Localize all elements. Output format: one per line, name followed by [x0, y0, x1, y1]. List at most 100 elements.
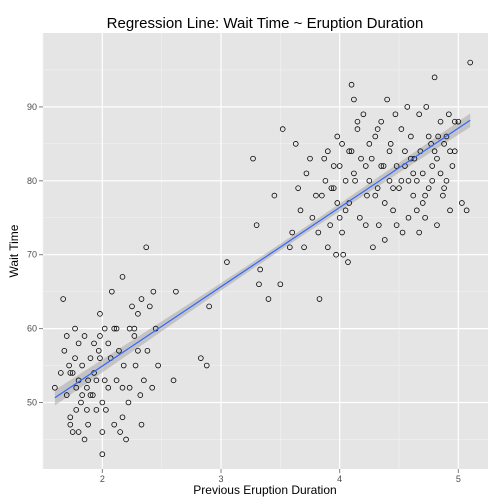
data-point	[99, 451, 106, 458]
data-point	[381, 237, 388, 243]
data-point	[321, 155, 328, 162]
data-point	[322, 177, 329, 184]
data-point	[351, 170, 357, 177]
data-point	[408, 133, 414, 140]
data-point	[374, 185, 381, 191]
y-tick-label: 80	[27, 176, 37, 186]
data-point	[334, 200, 341, 206]
data-point	[84, 384, 90, 391]
data-point	[119, 414, 126, 421]
data-point	[381, 200, 388, 206]
data-point	[336, 163, 343, 169]
data-point	[364, 192, 370, 199]
x-axis-ticks: 2 3 4 5	[100, 469, 461, 484]
data-point	[81, 436, 88, 443]
data-point	[206, 303, 212, 310]
data-point	[135, 347, 141, 354]
data-point	[52, 384, 58, 391]
data-point	[447, 207, 453, 214]
data-point	[69, 429, 76, 435]
data-point	[441, 141, 447, 147]
data-point	[413, 207, 420, 214]
data-point	[141, 377, 147, 384]
data-point	[119, 384, 126, 391]
data-point	[97, 311, 103, 317]
data-point	[463, 207, 470, 214]
data-point	[372, 192, 379, 199]
data-point	[75, 340, 82, 347]
data-point	[67, 414, 74, 421]
data-point	[297, 207, 304, 214]
data-point	[354, 118, 361, 125]
data-point	[99, 399, 106, 406]
data-point	[451, 148, 458, 155]
data-point	[416, 229, 422, 236]
data-point	[79, 392, 85, 398]
data-point	[443, 177, 450, 184]
data-point	[410, 170, 417, 177]
data-point	[327, 222, 333, 228]
data-point	[224, 259, 230, 265]
data-point	[78, 399, 84, 406]
data-point	[390, 207, 396, 214]
data-point	[429, 163, 436, 169]
data-point	[398, 126, 405, 132]
data-point	[390, 185, 396, 191]
data-point	[334, 133, 341, 140]
data-point	[333, 251, 339, 258]
data-point	[309, 214, 316, 221]
data-point	[99, 429, 106, 435]
data-point	[405, 214, 412, 221]
data-point	[360, 111, 367, 118]
data-point	[316, 296, 323, 302]
data-point	[287, 244, 293, 251]
data-point	[109, 288, 115, 295]
data-point	[101, 377, 108, 384]
data-point	[113, 325, 120, 332]
data-point	[57, 370, 64, 376]
data-point	[147, 303, 153, 310]
data-point	[339, 229, 345, 236]
data-point	[132, 362, 139, 369]
data-point	[73, 407, 80, 413]
data-point	[303, 170, 310, 177]
data-point	[66, 362, 72, 369]
y-tick-label: 70	[27, 250, 37, 260]
data-point	[357, 214, 363, 221]
data-point	[434, 222, 440, 228]
data-point	[399, 229, 406, 236]
data-point	[301, 244, 307, 251]
data-point	[352, 177, 358, 184]
data-point	[435, 133, 441, 140]
data-point	[292, 141, 299, 147]
data-point	[60, 296, 66, 302]
data-point	[393, 222, 400, 228]
data-point	[342, 207, 349, 214]
grid-major	[43, 33, 488, 469]
data-point	[386, 148, 393, 155]
data-point	[117, 429, 123, 435]
data-point	[93, 407, 100, 413]
data-point	[61, 347, 68, 354]
data-point	[75, 429, 82, 435]
data-point	[170, 377, 177, 384]
y-axis-ticks: 50 60 70 80 90	[27, 102, 43, 407]
data-point	[307, 155, 313, 162]
data-point	[386, 177, 393, 184]
data-point	[378, 118, 385, 125]
data-point	[378, 163, 385, 169]
data-point	[63, 392, 70, 398]
data-point	[315, 229, 322, 236]
data-point	[362, 222, 369, 228]
data-point	[253, 222, 260, 228]
data-point	[271, 192, 278, 199]
data-point	[393, 163, 400, 169]
data-point	[368, 155, 375, 162]
data-point	[449, 163, 456, 169]
data-point	[85, 421, 91, 428]
x-tick-label: 4	[337, 474, 342, 484]
data-point	[126, 384, 133, 391]
data-point	[67, 370, 74, 376]
data-point	[72, 325, 78, 332]
